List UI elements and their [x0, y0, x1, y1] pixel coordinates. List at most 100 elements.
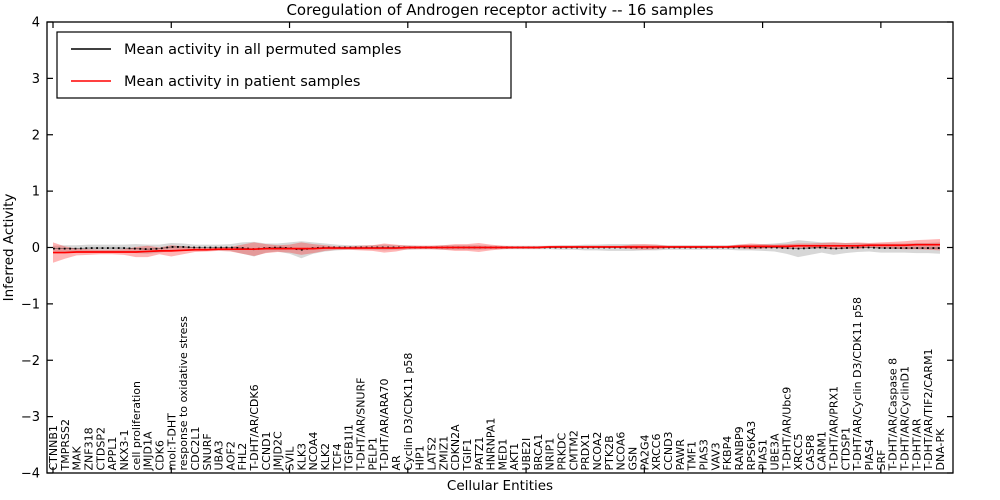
x-tick-label: T-DHT/AR/Cyclin D3/CDK11 p58 [851, 297, 864, 472]
series-lines [53, 243, 940, 254]
y-tick-label: −3 [21, 410, 40, 425]
x-tick-label: KLK3 [295, 443, 308, 471]
axes-ticks-and-labels: 43210−1−2−3−4CTNNB1TMPRSS2MAKZNF318CTDSP… [21, 16, 953, 482]
permuted-std-band [53, 240, 940, 259]
x-tick-label: PIAS1 [757, 439, 770, 470]
x-tick-label: UBA3 [213, 440, 226, 470]
x-tick-label: cell proliferation [130, 381, 143, 471]
x-tick-label: UBE2I [520, 438, 533, 471]
x-tick-label: NCOA4 [307, 432, 320, 471]
patient-std-band [53, 239, 940, 263]
x-tick-label: SRF [875, 450, 888, 471]
x-tick-label: JMJD1A [142, 431, 155, 471]
x-tick-label: TGFB1I1 [343, 424, 356, 471]
x-tick-label: NRIP1 [544, 438, 557, 471]
x-tick-label: VAV3 [709, 442, 722, 470]
x-tick-label: PATZ1 [473, 437, 486, 471]
x-tick-label: SNURF [201, 433, 214, 470]
x-tick-label: PRDX1 [579, 433, 592, 470]
x-tick-label: mol:T-DHT [165, 413, 178, 471]
y-tick-label: 3 [32, 72, 40, 87]
x-axis-label: Cellular Entities [447, 478, 553, 494]
x-tick-label: TGIF1 [461, 439, 474, 472]
x-tick-label: T-DHT/AR/CyclinD1 [899, 366, 912, 472]
x-tick-label: ZMIZ1 [437, 436, 450, 471]
y-tick-label: −1 [21, 297, 40, 312]
x-tick-label: JMJD2C [272, 431, 285, 471]
x-tick-label: T-DHT/AR/PRX1 [828, 386, 841, 472]
x-tick-label: NKX3-1 [118, 430, 131, 471]
x-tick-label: LATS2 [425, 437, 438, 471]
x-tick-label: CARM1 [816, 431, 829, 470]
x-tick-label: ZNF318 [82, 427, 95, 470]
x-tick-label: CTDSP1 [839, 427, 852, 470]
x-tick-label: SVIL [284, 446, 297, 471]
x-tick-label: MAK [71, 445, 84, 470]
x-tick-label: PA2G4 [638, 435, 651, 471]
y-tick-label: 2 [32, 128, 40, 143]
legend-patient-label: Mean activity in patient samples [124, 74, 360, 90]
x-tick-label: PTK2B [603, 435, 616, 470]
x-tick-label: BRCA1 [532, 434, 545, 471]
x-tick-label: RANBP9 [733, 426, 746, 470]
x-tick-label: T-DHT/AR/CDK6 [248, 384, 261, 471]
x-tick-label: CCND3 [662, 431, 675, 470]
x-tick-label: DNA-PK [934, 428, 947, 471]
patient-mean-line [53, 243, 940, 254]
x-tick-label: CASP8 [804, 435, 817, 471]
x-tick-label: TMPRSS2 [59, 419, 72, 471]
x-tick-label: HIP1 [414, 445, 427, 470]
x-tick-label: UBE3A [768, 433, 781, 471]
x-tick-label: PELP1 [366, 437, 379, 470]
x-tick-label: XRCC5 [792, 434, 805, 471]
x-tick-label: CTDSP2 [94, 427, 107, 470]
x-tick-label: AR [390, 455, 403, 471]
x-tick-label: CTNNB1 [47, 425, 60, 470]
x-tick-label: CDKN2A [449, 424, 462, 471]
confidence-bands [53, 239, 940, 263]
x-tick-label: XRCC6 [650, 434, 663, 471]
x-tick-label: RPS6KA3 [745, 421, 758, 471]
legend: Mean activity in all permuted samples Me… [56, 31, 512, 99]
y-tick-label: −2 [21, 354, 40, 369]
x-tick-label: AKT1 [508, 443, 521, 471]
y-tick-label: 1 [32, 185, 40, 200]
y-axis-label: Inferred Activity [1, 194, 17, 302]
x-tick-label: HNRNPA1 [485, 418, 498, 471]
x-tick-label: FHL2 [236, 443, 249, 471]
x-tick-label: MED1 [496, 439, 509, 471]
legend-box [56, 31, 512, 99]
x-tick-label: T-DHT/AR/Caspase 8 [887, 358, 900, 472]
x-tick-label: Cyclin D3/CDK11 p58 [402, 353, 415, 471]
x-tick-label: CCND1 [260, 431, 273, 470]
legend-permuted-label: Mean activity in all permuted samples [124, 42, 401, 58]
x-tick-label: T-DHT/AR/ARA70 [378, 379, 391, 472]
x-tick-label: TCF4 [331, 443, 344, 471]
x-tick-label: PIAS4 [863, 439, 876, 470]
x-tick-label: AOF2 [224, 441, 237, 470]
x-tick-label: response to oxidative stress [177, 316, 190, 471]
x-tick-label: TMF1 [686, 441, 699, 472]
x-tick-label: T-DHT/AR/Ubc9 [780, 387, 793, 472]
x-tick-label: PAWR [674, 439, 687, 471]
chart-title: Coregulation of Androgen receptor activi… [286, 1, 713, 19]
x-tick-label: PIAS3 [697, 439, 710, 470]
x-tick-label: CMTM2 [567, 430, 580, 470]
x-tick-label: CDC2L1 [189, 427, 202, 471]
y-tick-label: 4 [32, 16, 40, 31]
y-tick-label: 0 [32, 241, 40, 256]
x-tick-label: CDK6 [153, 440, 166, 470]
x-tick-label: FKBP4 [721, 436, 734, 471]
x-tick-label: T-DHT/AR [910, 418, 923, 471]
x-tick-label: KLK2 [319, 443, 332, 471]
x-tick-label: T-DHT/AR/SNURF [354, 378, 367, 472]
x-tick-label: T-DHT/AR/TIF2/CARM1 [922, 348, 935, 471]
x-tick-label: PRKDC [556, 433, 569, 471]
x-tick-label: GSN [627, 447, 640, 471]
x-tick-label: NCOA6 [615, 432, 628, 471]
y-tick-label: −4 [21, 467, 40, 482]
plot-frame [46, 21, 954, 474]
x-tick-label: APPL1 [106, 437, 119, 471]
